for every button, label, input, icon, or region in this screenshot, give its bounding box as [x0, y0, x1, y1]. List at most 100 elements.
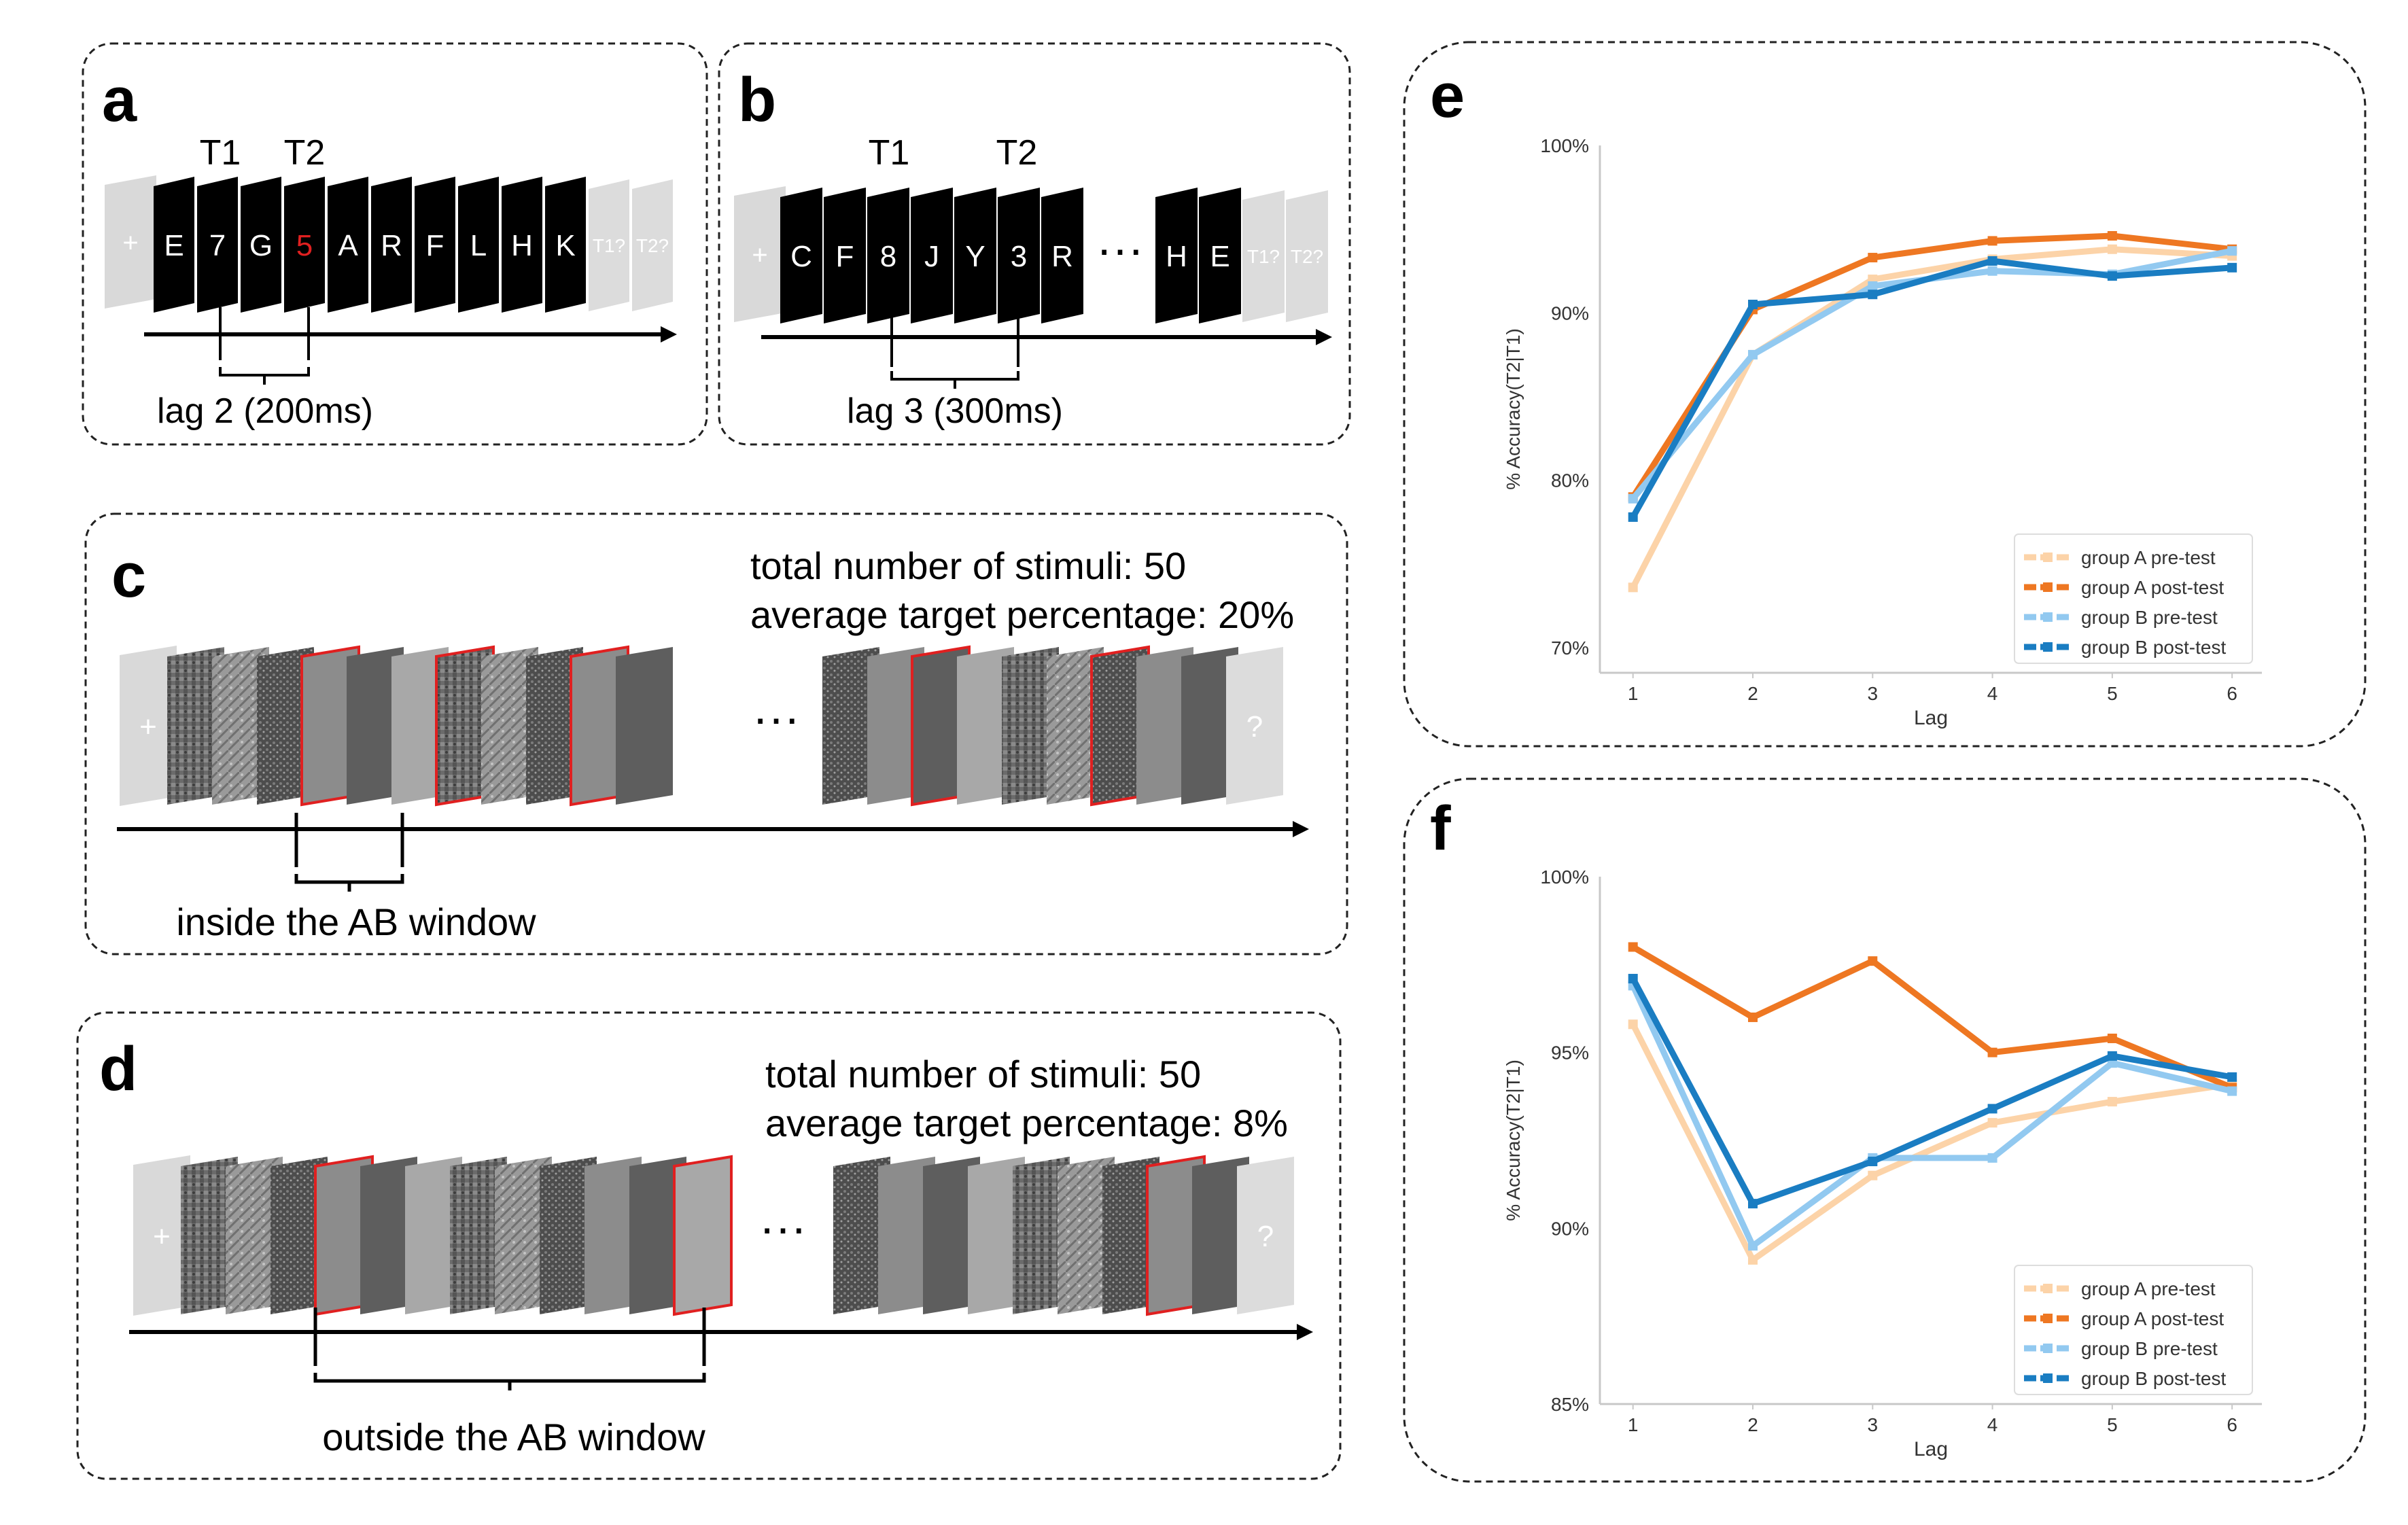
data-point: [2107, 231, 2117, 241]
x-tick-label: 1: [1628, 683, 1639, 704]
panel-a-arrowhead: [661, 326, 677, 343]
x-tick-label: 3: [1867, 683, 1878, 704]
letter-card: [780, 188, 822, 323]
panel-f-letter: f: [1430, 794, 1451, 863]
series-line-group-a-pre: [1630, 246, 2233, 589]
letter-card: [824, 188, 866, 323]
stream-letter: C: [790, 240, 812, 273]
distractor-image: [1002, 647, 1059, 805]
legend-marker: [2043, 553, 2053, 562]
panel-a-t2-label: T2: [284, 133, 326, 173]
distractor-image: [405, 1157, 462, 1314]
panel-b-t1-label: T1: [869, 133, 910, 173]
legend-marker: [2043, 582, 2053, 592]
letter-card: [545, 177, 586, 313]
x-tick-label: 6: [2227, 683, 2237, 704]
data-point: [1747, 1241, 1758, 1251]
distractor-image: [540, 1157, 597, 1314]
legend-marker: [2043, 1284, 2053, 1293]
x-tick-label: 4: [1987, 1414, 1998, 1435]
y-axis-label: % Accuracy(T2|T1): [1503, 1059, 1524, 1221]
legend-marker: [2043, 642, 2053, 652]
letter-card: [502, 177, 542, 313]
series-line-group-a-pre: [1630, 1023, 2233, 1263]
distractor-image: [584, 1157, 642, 1314]
data-point: [1747, 1255, 1758, 1265]
legend-box: [2014, 1265, 2253, 1395]
legend-entry: group B post-test: [2081, 637, 2226, 658]
distractor-image: [833, 1157, 890, 1314]
data-point: [1987, 1118, 1997, 1128]
panel-d-arrowhead: [1297, 1324, 1313, 1340]
panel-b-rsvp-stream: + C F 8 J Y 3 R H E T1? T2?: [734, 186, 1328, 323]
panel-b-lag-bracket: [890, 313, 1019, 389]
distractor-image: [181, 1157, 238, 1314]
x-tick-label: 5: [2107, 683, 2118, 704]
letter-card: [1155, 188, 1198, 323]
panel-d-frame: [76, 1011, 1342, 1480]
distractor-image: [347, 647, 404, 805]
legend-entry: group A post-test: [2081, 577, 2224, 598]
panel-a-lag-bracket: [219, 307, 310, 385]
distractor-image: [450, 1157, 507, 1314]
x-tick-label: 2: [1747, 683, 1758, 704]
data-point: [1628, 1019, 1638, 1030]
data-point: [2227, 262, 2237, 273]
data-point: [2107, 271, 2117, 281]
stream-letter: J: [924, 240, 939, 273]
panel-d-image-stream: +?: [133, 1155, 1294, 1316]
panel-b-frame: [718, 42, 1351, 446]
stream-letter: G: [249, 229, 273, 262]
fixation-card: [734, 186, 786, 322]
letter-card: [998, 188, 1040, 323]
panel-a-rsvp-stream: + E 7 G 5 A R F L H K T1? T2?: [105, 175, 673, 313]
data-point: [2227, 246, 2237, 256]
panel-b-arrowhead: [1316, 329, 1332, 345]
legend-marker: [2043, 1314, 2053, 1323]
stream-letter: Y: [965, 240, 985, 273]
stream-letter: 7: [209, 229, 226, 262]
distractor-image: [1192, 1157, 1249, 1314]
x-axis-label: Lag: [1914, 707, 1948, 729]
panel-c: c total number of stimuli: 50 average ta…: [84, 512, 1348, 956]
panel-b-ellipsis: ···: [1096, 222, 1144, 275]
legend-marker: [2043, 1373, 2053, 1383]
y-tick-label: 70%: [1551, 637, 1589, 659]
data-point: [2107, 244, 2117, 254]
probe-label: T2?: [636, 235, 669, 256]
x-tick-label: 5: [2107, 1414, 2118, 1435]
probe-question: ?: [1246, 710, 1263, 743]
series-line-group-b-pre: [1630, 247, 2233, 501]
data-point: [1628, 493, 1638, 504]
fixation-cross: +: [752, 240, 767, 270]
panel-c-ellipsis: ···: [752, 691, 800, 744]
legend-marker: [2043, 1344, 2053, 1353]
y-tick-label: 100%: [1540, 866, 1589, 888]
data-point: [1747, 300, 1758, 310]
distractor-image: [481, 647, 538, 805]
fixation-cross: +: [139, 710, 157, 743]
data-point: [2107, 1097, 2117, 1107]
panel-b-t2-label: T2: [996, 133, 1038, 173]
y-tick-label: 100%: [1540, 135, 1589, 156]
panel-a: a T1 T2 + E 7 G 5 A R F L H K T1? T2? lag 2 (200ms): [82, 42, 708, 446]
panel-b-letter: b: [738, 65, 776, 135]
data-point: [1868, 956, 1878, 966]
panel-c-frame: [84, 512, 1348, 956]
distractor-image: [1136, 647, 1193, 805]
data-point: [2227, 1086, 2237, 1096]
fixation-card: [105, 175, 156, 309]
target-image: [673, 1155, 733, 1316]
panel-a-lag-label: lag 2 (200ms): [157, 391, 373, 431]
probe-card: [1237, 1157, 1294, 1314]
data-point: [1747, 1199, 1758, 1209]
data-point: [1628, 974, 1638, 984]
data-point: [2107, 1051, 2117, 1061]
panel-d-total-text: total number of stimuli: 50: [765, 1053, 1201, 1095]
data-point: [1987, 236, 1997, 246]
stream-letter: R: [381, 229, 402, 262]
distractor-image: [257, 647, 314, 805]
series-line-group-a-post: [1631, 944, 2233, 1091]
distractor-image: [878, 1157, 935, 1314]
